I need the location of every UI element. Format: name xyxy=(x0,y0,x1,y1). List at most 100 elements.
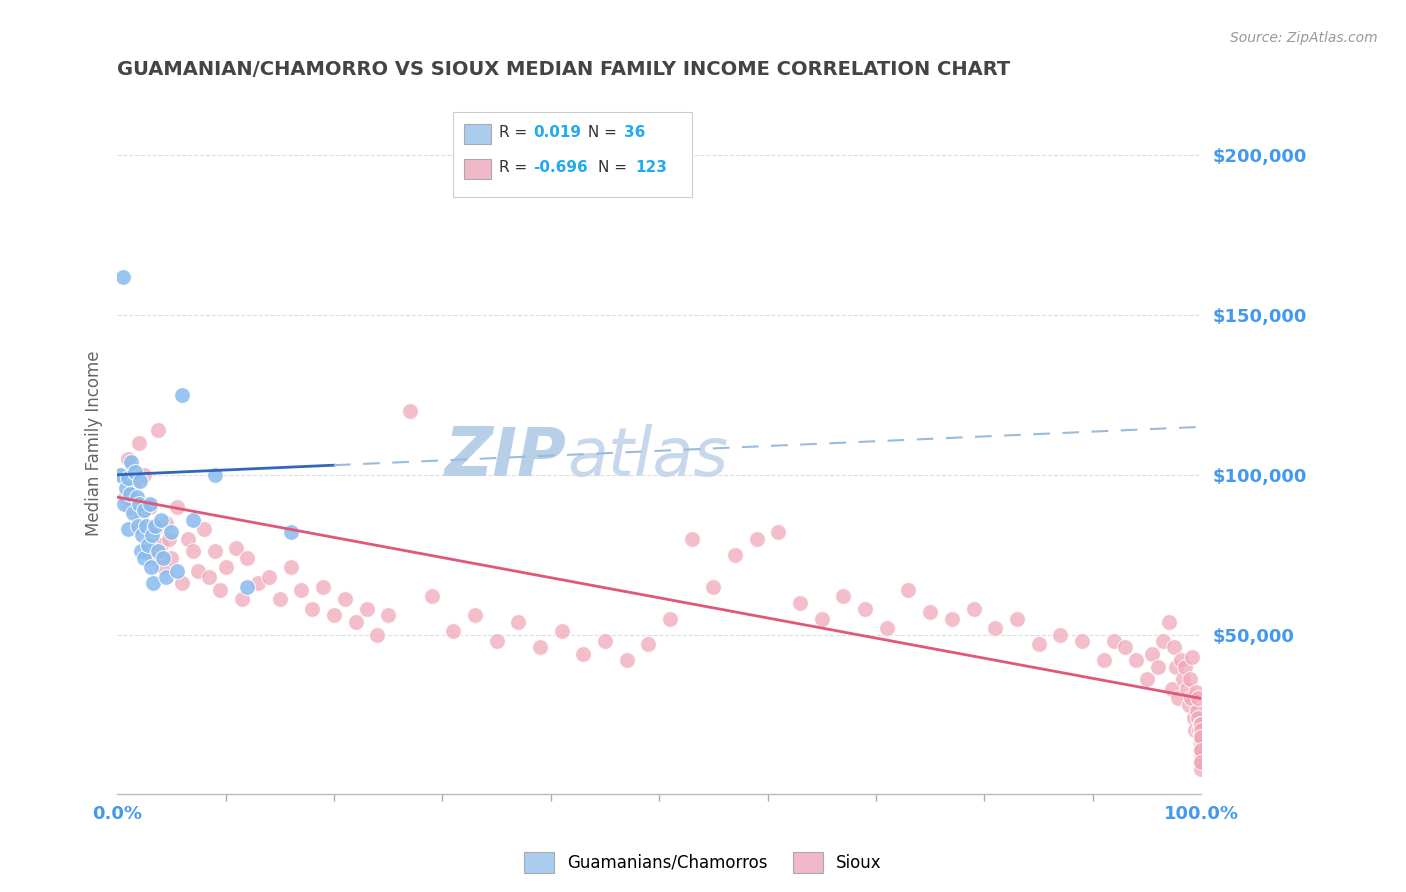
FancyBboxPatch shape xyxy=(453,112,692,197)
Point xyxy=(1189,730,1212,744)
Point xyxy=(1189,742,1212,756)
Point xyxy=(356,602,378,616)
Point xyxy=(209,582,232,597)
Text: GUAMANIAN/CHAMORRO VS SIOUX MEDIAN FAMILY INCOME CORRELATION CHART: GUAMANIAN/CHAMORRO VS SIOUX MEDIAN FAMIL… xyxy=(117,60,1011,78)
Point xyxy=(1071,634,1094,648)
Point xyxy=(115,481,138,495)
Point xyxy=(187,564,209,578)
Point xyxy=(1188,736,1211,750)
Point xyxy=(1125,653,1147,667)
Point xyxy=(290,582,312,597)
Point xyxy=(120,500,142,514)
Point xyxy=(134,467,156,482)
Point xyxy=(129,544,152,558)
Point xyxy=(377,608,399,623)
Point xyxy=(1152,634,1174,648)
Point xyxy=(1182,711,1205,725)
Point xyxy=(280,560,302,574)
Point xyxy=(155,516,177,530)
Point xyxy=(117,471,139,485)
Point xyxy=(1189,723,1212,738)
Point xyxy=(1189,762,1212,776)
Text: R =: R = xyxy=(499,160,531,175)
Point xyxy=(257,570,280,584)
Point xyxy=(120,455,142,469)
Point xyxy=(1170,653,1192,667)
Point xyxy=(181,544,204,558)
Point xyxy=(236,550,259,565)
Point xyxy=(138,500,160,514)
Point xyxy=(1189,742,1212,756)
Point xyxy=(1092,653,1115,667)
Point xyxy=(134,550,156,565)
Point xyxy=(920,605,942,619)
Point xyxy=(112,497,135,511)
Point xyxy=(1189,730,1212,744)
Point xyxy=(637,637,659,651)
Point xyxy=(1163,640,1185,655)
Point xyxy=(508,615,530,629)
Point xyxy=(366,627,388,641)
Point xyxy=(1189,723,1212,738)
Point xyxy=(111,467,134,482)
Point xyxy=(231,592,253,607)
Point xyxy=(312,580,335,594)
Point xyxy=(117,451,139,466)
Point xyxy=(1184,685,1206,699)
Point xyxy=(1142,647,1164,661)
Point xyxy=(141,528,163,542)
Point xyxy=(1189,756,1212,770)
Point xyxy=(333,592,356,607)
Point xyxy=(152,560,174,574)
Point xyxy=(114,490,136,504)
Point xyxy=(399,404,422,418)
Point xyxy=(1136,673,1159,687)
Point xyxy=(181,512,204,526)
Point xyxy=(1187,691,1209,706)
Point xyxy=(149,512,172,526)
Point xyxy=(143,519,166,533)
Point xyxy=(176,532,198,546)
Point xyxy=(1189,756,1212,770)
Point xyxy=(125,490,148,504)
Point xyxy=(1104,634,1126,648)
Point xyxy=(1175,681,1198,696)
Bar xyxy=(464,160,491,179)
Point xyxy=(1180,691,1202,706)
Point xyxy=(152,550,174,565)
Point xyxy=(141,550,163,565)
Point xyxy=(301,602,323,616)
Point xyxy=(143,522,166,536)
Point xyxy=(160,525,183,540)
Point xyxy=(724,548,747,562)
Point xyxy=(148,544,170,558)
Point xyxy=(149,538,172,552)
Point xyxy=(166,564,188,578)
Point xyxy=(702,580,724,594)
Point xyxy=(128,497,150,511)
Text: ZIP: ZIP xyxy=(446,424,567,490)
Point xyxy=(420,589,443,603)
Point xyxy=(139,560,162,574)
Point xyxy=(1166,659,1188,673)
Point xyxy=(984,621,1007,635)
Point xyxy=(1189,742,1212,756)
Point xyxy=(131,528,153,542)
Text: 123: 123 xyxy=(636,160,668,175)
Point xyxy=(572,647,595,661)
Point xyxy=(236,580,259,594)
Point xyxy=(1180,673,1202,687)
Point xyxy=(1188,723,1211,738)
Point xyxy=(157,532,180,546)
Point xyxy=(204,544,226,558)
Point xyxy=(198,570,221,584)
Point xyxy=(138,497,160,511)
Point xyxy=(1189,739,1212,754)
Point xyxy=(269,592,291,607)
Point xyxy=(832,589,855,603)
Point xyxy=(593,634,616,648)
Point xyxy=(136,544,159,558)
Point xyxy=(1174,659,1197,673)
Point xyxy=(1005,611,1028,625)
Point xyxy=(122,477,145,491)
